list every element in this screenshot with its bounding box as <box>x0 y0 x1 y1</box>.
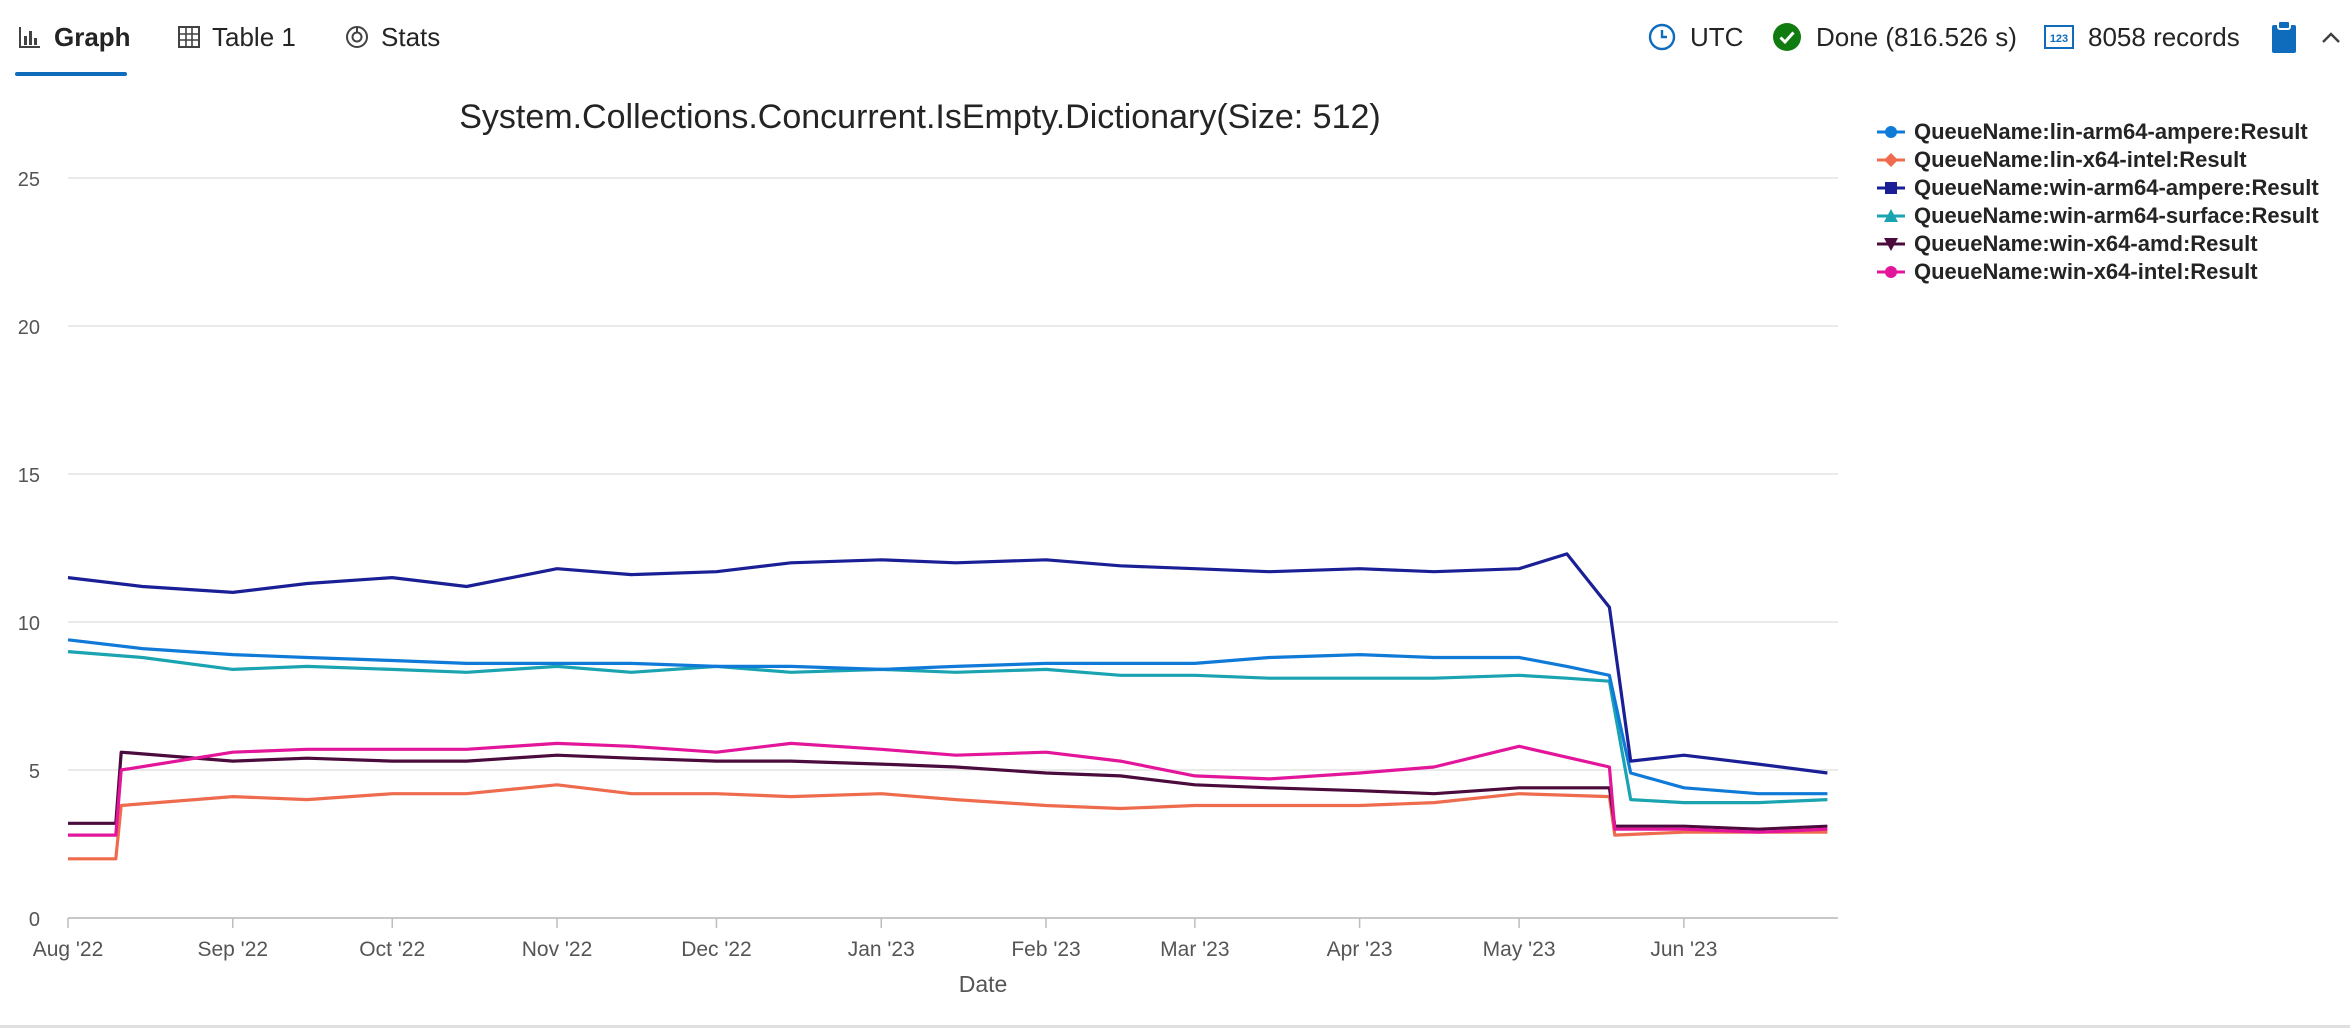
legend-item-0[interactable]: QueueName:lin-arm64-ampere:Result <box>1876 118 2319 146</box>
number-list-icon: 123 <box>2044 25 2074 49</box>
series-line-2 <box>67 552 1828 775</box>
bottom-divider <box>0 1025 2350 1028</box>
x-tick-label: Dec '22 <box>681 938 752 961</box>
check-circle-icon <box>1773 23 1801 51</box>
svg-text:123: 123 <box>2050 33 2068 45</box>
legend-label: QueueName:win-x64-amd:Result <box>1914 231 2258 256</box>
legend-item-3[interactable]: QueueName:win-arm64-surface:Result <box>1876 202 2319 230</box>
legend-marker <box>1877 126 1905 138</box>
x-tick-label: May '23 <box>1483 938 1556 961</box>
legend-marker <box>1877 238 1905 251</box>
legend-marker <box>1877 266 1905 278</box>
y-tick-label: 15 <box>18 465 40 487</box>
series-line-1 <box>68 783 1828 861</box>
legend-label: QueueName:win-arm64-ampere:Result <box>1914 175 2319 200</box>
x-tick-label: Oct '22 <box>359 938 425 961</box>
query-status-label: Done (816.526 s) <box>1816 21 2017 52</box>
y-tick-label: 5 <box>29 761 40 783</box>
x-tick-label: Jan '23 <box>848 938 915 961</box>
legend-label: QueueName:win-arm64-surface:Result <box>1914 203 2319 228</box>
query-status: Done (816.526 s) <box>1772 18 2017 56</box>
series-line-0 <box>67 638 1828 796</box>
legend-item-2[interactable]: QueueName:win-arm64-ampere:Result <box>1876 174 2319 202</box>
y-tick-label: 20 <box>18 317 40 339</box>
tab-graph-label: Graph <box>54 21 131 52</box>
tab-graph[interactable]: Graph <box>18 18 131 56</box>
results-toolbar: Graph Table 1 Stats UTC Done (816.526 s) <box>0 0 2350 80</box>
legend-label: QueueName:lin-x64-intel:Result <box>1914 147 2247 172</box>
y-tick-label: 25 <box>18 169 40 191</box>
legend-label: QueueName:win-x64-intel:Result <box>1914 259 2258 284</box>
x-tick-label: Aug '22 <box>33 938 104 961</box>
legend-item-4[interactable]: QueueName:win-x64-amd:Result <box>1876 230 2319 258</box>
legend-item-1[interactable]: QueueName:lin-x64-intel:Result <box>1876 146 2319 174</box>
x-axis-label: Date <box>959 971 1008 997</box>
chevron-up-icon[interactable] <box>2318 22 2344 52</box>
legend-item-5[interactable]: QueueName:win-x64-intel:Result <box>1876 258 2319 286</box>
table-icon <box>178 26 200 48</box>
series-line-3 <box>67 650 1828 805</box>
y-tick-label: 10 <box>18 613 40 635</box>
x-tick-label: Sep '22 <box>197 938 268 961</box>
timezone-label: UTC <box>1690 21 1744 52</box>
active-tab-indicator <box>15 72 127 76</box>
chart-legend: QueueName:lin-arm64-ampere:Result QueueNa… <box>1876 118 2319 286</box>
tab-stats-label: Stats <box>381 21 441 52</box>
tab-table-1-label: Table 1 <box>212 21 296 52</box>
legend-label: QueueName:lin-arm64-ampere:Result <box>1914 119 2308 144</box>
clipboard-icon[interactable] <box>2271 20 2297 54</box>
tab-table-1[interactable]: Table 1 <box>178 18 296 56</box>
records-count: 123 8058 records <box>2044 18 2240 56</box>
timezone-indicator[interactable]: UTC <box>1648 18 1743 56</box>
legend-marker <box>1877 182 1905 194</box>
x-tick-label: Feb '23 <box>1011 938 1080 961</box>
records-count-label: 8058 records <box>2088 21 2240 52</box>
clock-icon <box>1648 23 1676 51</box>
x-tick-label: Apr '23 <box>1327 938 1393 961</box>
series-line-4 <box>68 750 1828 831</box>
legend-marker <box>1877 209 1905 222</box>
stats-icon <box>346 26 368 48</box>
legend-marker <box>1877 153 1905 167</box>
series-line-5 <box>68 741 1828 837</box>
x-tick-label: Nov '22 <box>522 938 593 961</box>
bar-chart-icon <box>19 27 40 48</box>
chart-title: System.Collections.Concurrent.IsEmpty.Di… <box>459 98 1381 136</box>
x-tick-label: Jun '23 <box>1650 938 1717 961</box>
x-tick-label: Mar '23 <box>1160 938 1229 961</box>
tab-stats[interactable]: Stats <box>345 18 440 56</box>
y-tick-label: 0 <box>29 909 40 931</box>
